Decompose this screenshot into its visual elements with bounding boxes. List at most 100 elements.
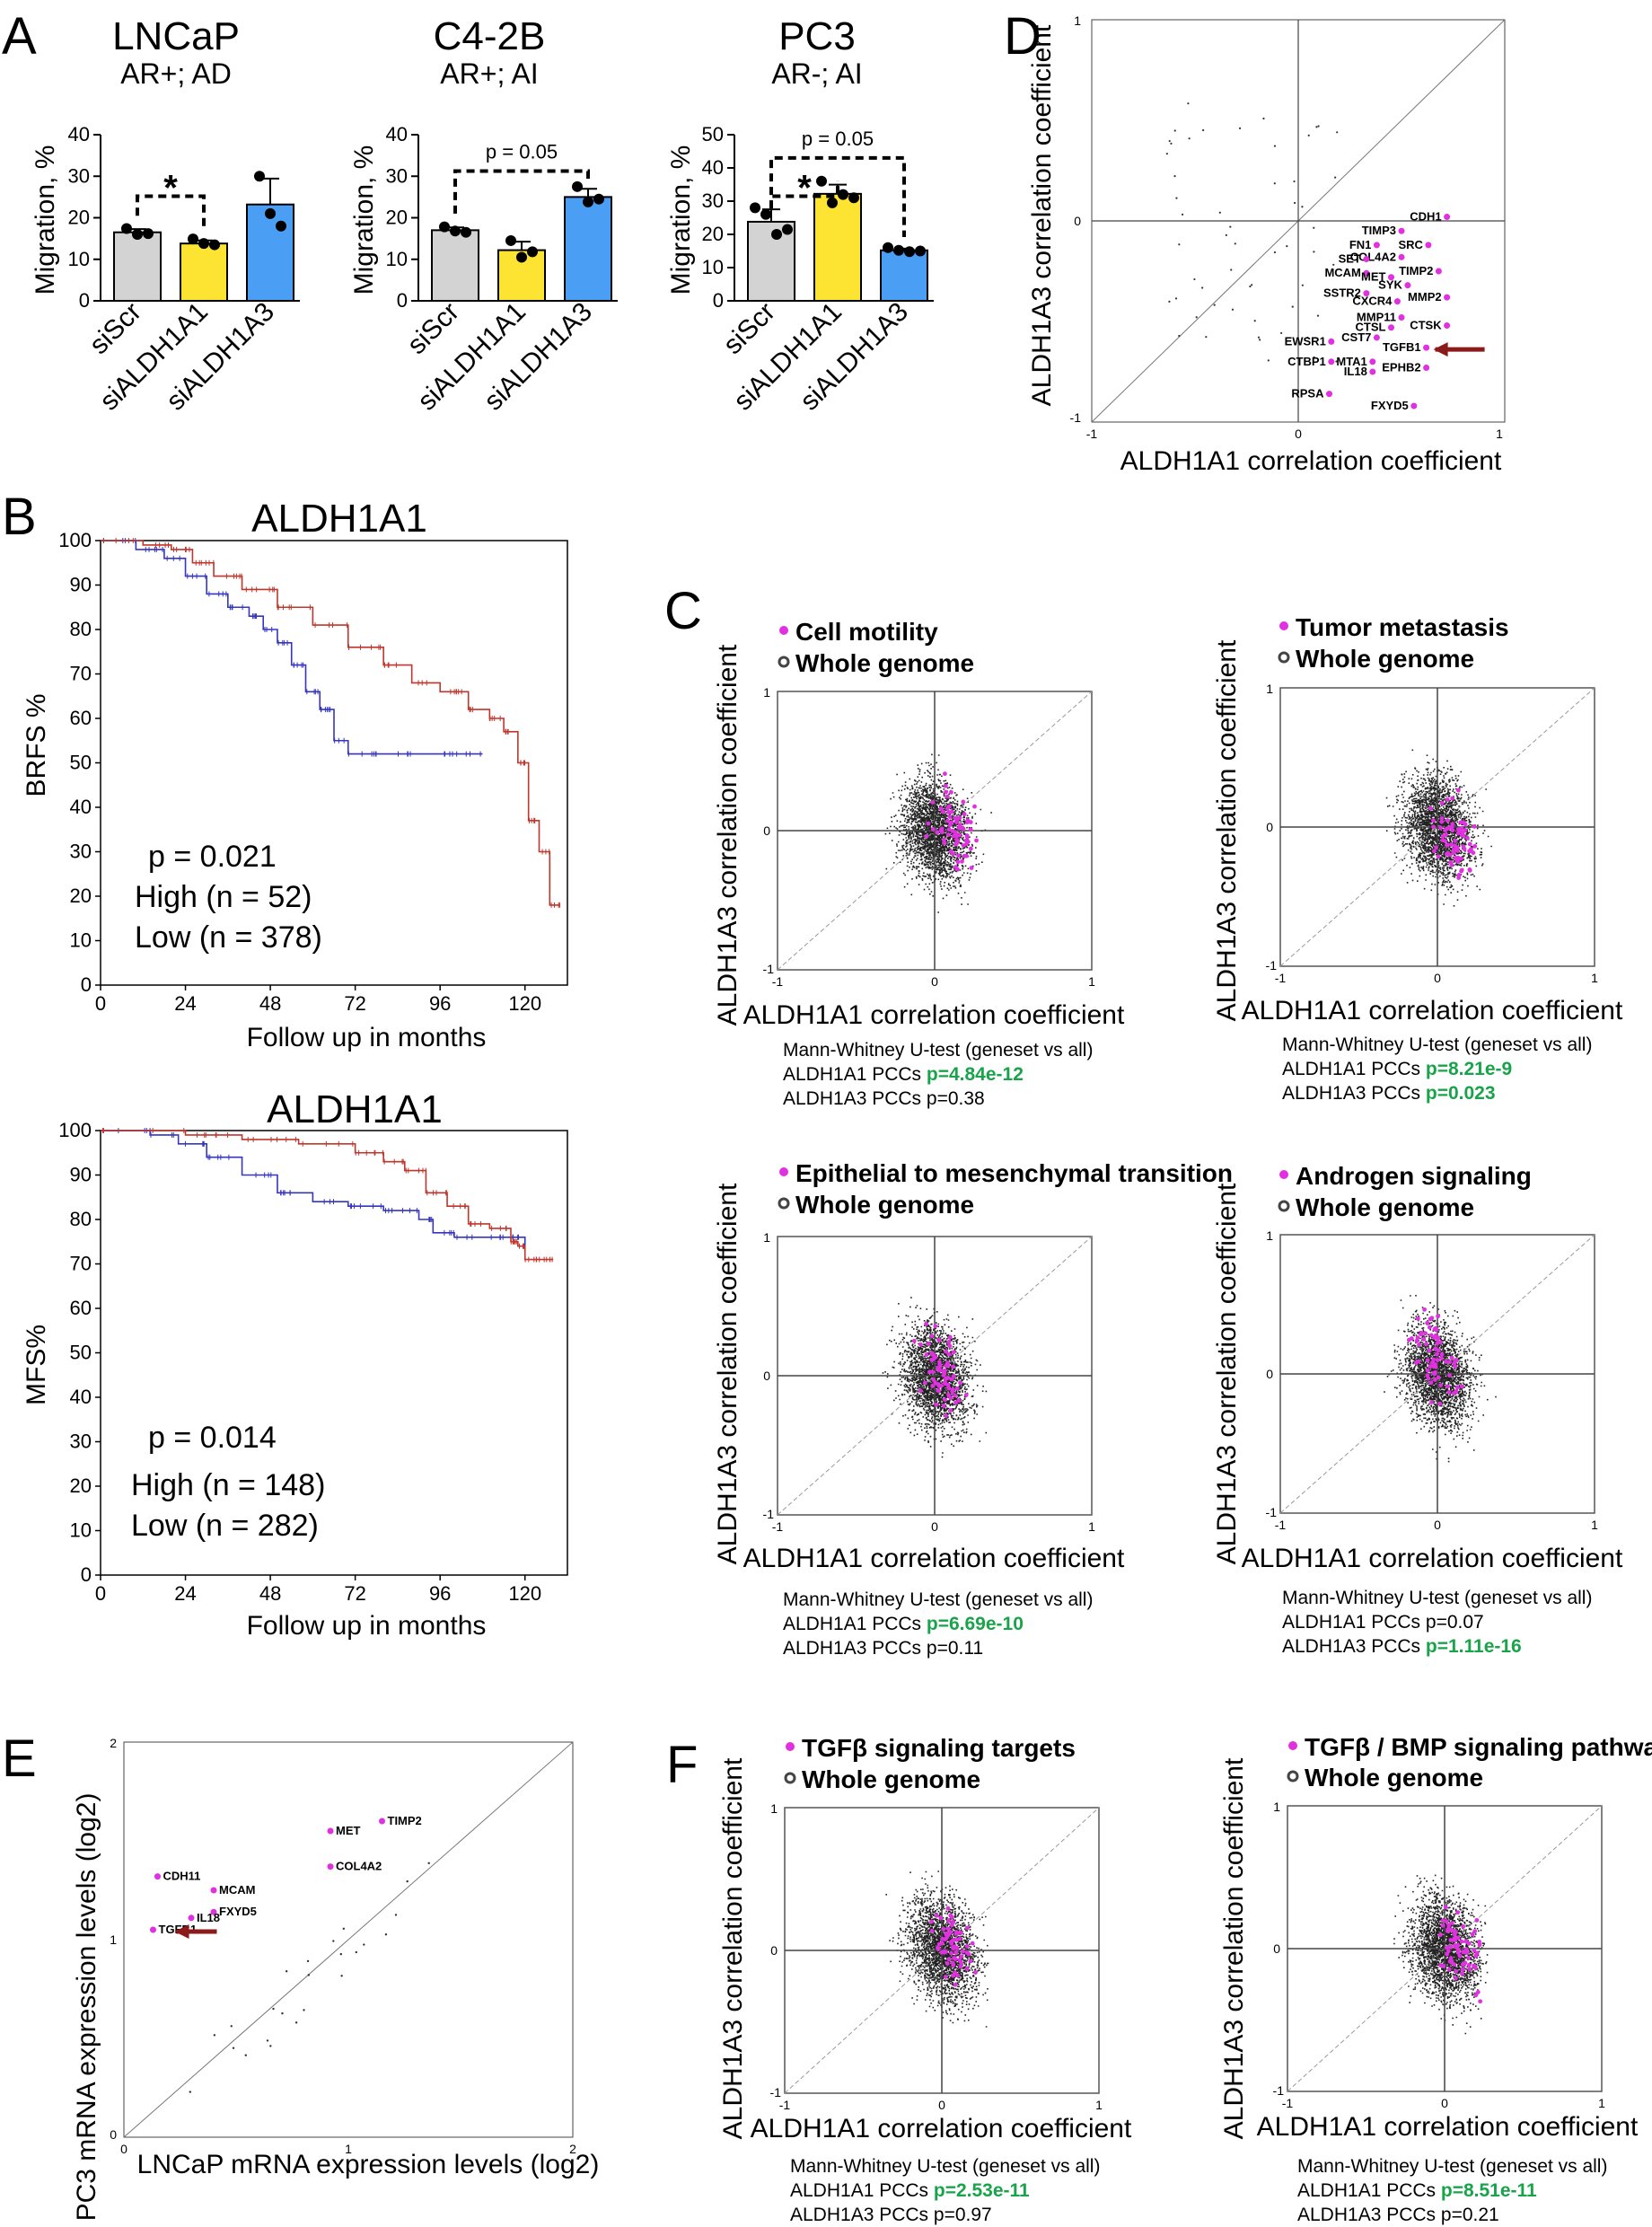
- stat-value: p=0.07: [1426, 1612, 1484, 1633]
- geneset-marker: [779, 1167, 788, 1176]
- geneset-point: [964, 1950, 970, 1955]
- y-tick-label: 0: [79, 289, 90, 312]
- geneset-point: [930, 1384, 936, 1388]
- km-chart-brfs: ALDH1A1 BRFS % Follow up in months p = 0…: [22, 497, 568, 1052]
- gene-label: SRC: [1398, 238, 1423, 251]
- legend-genome: Whole genome: [795, 1191, 974, 1219]
- y-axis-label: ALDH1A3 correlation coefficient: [1212, 639, 1242, 1021]
- geneset-point: [1448, 1938, 1454, 1942]
- x-tick-label: 1: [1088, 974, 1095, 989]
- geneset-point: [929, 1928, 935, 1933]
- data-point: [132, 229, 143, 240]
- y-tick-label: 10: [702, 256, 724, 278]
- background-gene-point: [339, 1952, 342, 1956]
- genome-marker: [784, 1772, 796, 1784]
- x-axis-label: ALDH1A1 correlation coefficient: [1242, 996, 1623, 1025]
- geneset-point: [963, 1393, 969, 1397]
- y-tick-label: 80: [70, 618, 92, 640]
- x-tick-label: 0: [931, 1519, 938, 1534]
- gene-point: [327, 1863, 334, 1871]
- geneset-point: [1433, 1364, 1438, 1369]
- stat-value: p=0.97: [934, 2205, 992, 2225]
- y-tick-label: 70: [70, 1253, 92, 1275]
- genome-marker: [778, 1197, 790, 1210]
- background-gene-point: [1301, 206, 1304, 208]
- stat-label: ALDH1A3 PCCs: [1282, 1636, 1426, 1657]
- geneset-point: [1439, 815, 1445, 821]
- x-tick-label: 0: [120, 2142, 127, 2156]
- background-gene-point: [1267, 359, 1270, 362]
- background-gene-point: [1293, 201, 1296, 205]
- test-name: Mann-Whitney U-test (geneset vs all): [1282, 1034, 1592, 1055]
- bar: [431, 229, 479, 302]
- geneset-marker: [786, 1742, 795, 1751]
- geneset-marker: [779, 626, 788, 635]
- geneset-point: [950, 1364, 955, 1369]
- geneset-point: [1461, 1923, 1466, 1929]
- geneset-point: [1431, 1357, 1437, 1362]
- geneset-point: [1473, 1953, 1479, 1959]
- y-tick-label: 30: [70, 1430, 92, 1453]
- geneset-point: [1436, 1314, 1440, 1319]
- geneset-point: [1448, 859, 1454, 865]
- gene-point: [154, 1873, 161, 1880]
- test-name: Mann-Whitney U-test (geneset vs all): [783, 1589, 1093, 1610]
- geneset-point: [1436, 854, 1441, 859]
- x-tick-label: -1: [772, 974, 784, 989]
- geneset-point: [1466, 1963, 1472, 1967]
- background-gene-point: [1218, 211, 1221, 214]
- y-tick-label: 20: [70, 885, 92, 907]
- geneset-point: [945, 1376, 951, 1380]
- gene-label: CST7: [1341, 330, 1371, 344]
- stat-label: ALDH1A1 PCCs: [1282, 1059, 1426, 1079]
- stat-value: p=4.84e-12: [927, 1064, 1024, 1085]
- geneset-point: [1439, 1356, 1444, 1360]
- geneset-point: [1447, 1944, 1453, 1950]
- genome-marker: [1278, 1200, 1290, 1212]
- geneset-point: [948, 849, 953, 854]
- gene-label: IL18: [197, 1911, 220, 1924]
- gene-label: CTSL: [1356, 321, 1386, 334]
- geneset-point: [1454, 858, 1460, 864]
- geneset-point: [942, 1368, 947, 1373]
- gene-label: EWSR1: [1285, 334, 1326, 348]
- geneset-point: [950, 1387, 955, 1393]
- y-tick-label: -1: [770, 2085, 782, 2099]
- geneset-point: [1446, 1389, 1452, 1395]
- geneset-point: [945, 794, 950, 799]
- geneset-point: [951, 1374, 956, 1378]
- background-gene-point: [1188, 137, 1191, 140]
- geneset-point: [968, 846, 973, 851]
- geneset-point: [941, 837, 946, 842]
- plot-frame: [123, 1741, 574, 2138]
- geneset-point: [957, 1958, 962, 1962]
- gene-point: [1328, 338, 1335, 345]
- geneset-point: [924, 1352, 929, 1358]
- gene-point: [1363, 256, 1370, 263]
- geneset-point: [1426, 1376, 1431, 1381]
- background-gene-point: [1173, 129, 1176, 132]
- gene-label: FN1: [1349, 238, 1372, 251]
- geneset-point: [947, 814, 953, 820]
- y-tick-label: 50: [70, 1342, 92, 1364]
- x-axis-label: ALDH1A1 correlation coefficient: [1242, 1544, 1623, 1573]
- geneset-point: [944, 783, 948, 788]
- geneset-point: [1463, 1939, 1469, 1944]
- geneset-point: [1445, 842, 1450, 848]
- significance-label: *: [163, 168, 178, 207]
- geneset-point: [1424, 1342, 1428, 1347]
- background-gene-point: [1178, 243, 1181, 246]
- geneset-point: [947, 1334, 953, 1340]
- x-tick-label: -1: [779, 2098, 791, 2112]
- x-tick-label: 24: [174, 1582, 196, 1605]
- geneset-point: [958, 1380, 962, 1386]
- stat-value: p=8.21e-9: [1426, 1059, 1512, 1079]
- stat-aldh1a3: ALDH1A3 PCCs p=0.21: [1297, 2205, 1499, 2225]
- geneset-point: [1453, 1929, 1458, 1934]
- geneset-point: [1454, 1385, 1460, 1390]
- gene-label: MET: [1361, 270, 1386, 284]
- geneset-point: [923, 1380, 927, 1386]
- background-gene-point: [1306, 336, 1309, 339]
- p-value: p = 0.014: [148, 1421, 277, 1455]
- geneset-point: [1431, 818, 1436, 823]
